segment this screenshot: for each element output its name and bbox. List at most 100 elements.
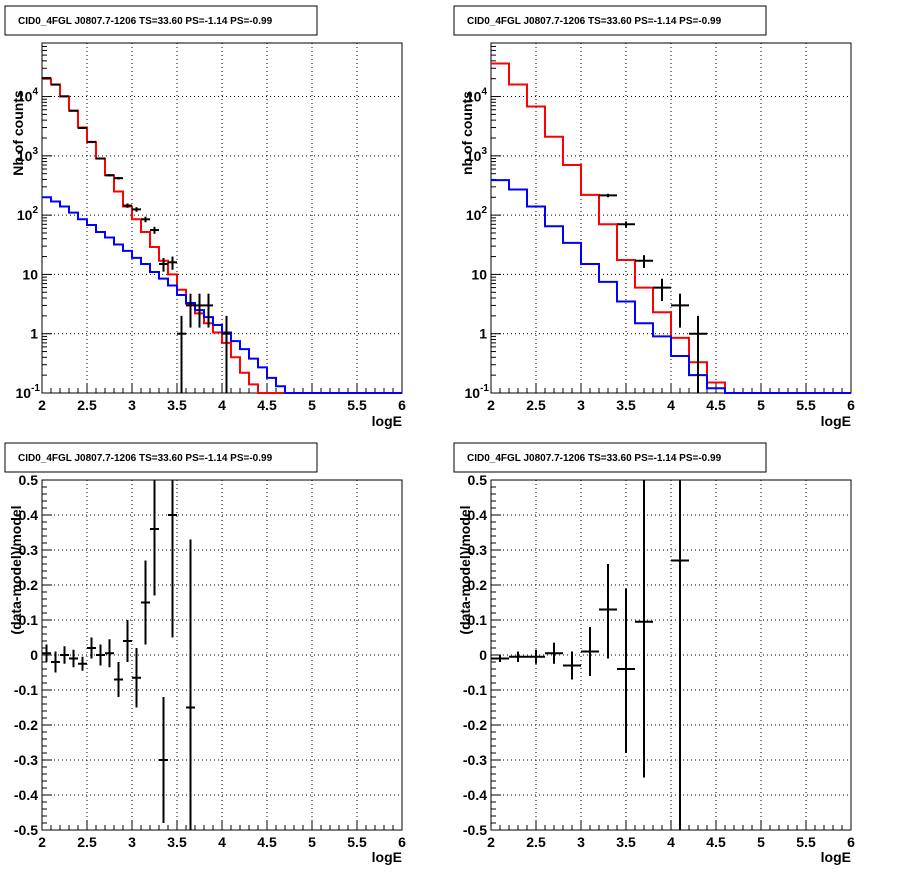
data-point (141, 560, 150, 645)
data-point (69, 649, 78, 668)
x-tick-label: 2 (487, 834, 495, 850)
panel-residuals-right: CID0_4FGL J0807.7-1206 TS=33.60 PS=-1.14… (453, 442, 855, 865)
y-tick-label: 0.2 (19, 577, 39, 593)
data-point (42, 644, 51, 662)
data-point (114, 176, 123, 180)
x-tick-label: 2.5 (77, 834, 97, 850)
data-point (60, 95, 69, 98)
data-point (150, 480, 159, 596)
y-tick-label: 1 (479, 326, 487, 342)
data-point (599, 193, 617, 198)
data-point (132, 207, 141, 212)
panel-counts-left: CID0_4FGL J0807.7-1206 TS=33.60 PS=-1.14… (4, 5, 406, 429)
y-tick-label: 10 (471, 266, 487, 282)
x-tick-label: 3 (577, 397, 585, 413)
data-point (78, 126, 87, 129)
title-box (453, 5, 767, 36)
data-point (491, 655, 509, 662)
x-tick-label: 2 (38, 834, 46, 850)
data-point (87, 637, 96, 659)
chart-title: CID0_4FGL J0807.7-1206 TS=33.60 PS=-1.14… (18, 453, 273, 464)
x-tick-label: 2 (38, 397, 46, 413)
data-point (177, 315, 186, 393)
panel-counts-right: CID0_4FGL J0807.7-1206 TS=33.60 PS=-1.14… (453, 5, 855, 429)
data-point (60, 646, 69, 664)
data-point (69, 109, 78, 112)
y-tick-label: 0.3 (19, 542, 39, 558)
x-tick-labels: 2 2.5 3 3.5 4 4.5 5 5.5 6 (487, 834, 855, 850)
y-tick-labels: -0.5 -0.4 -0.3 -0.2 -0.1 0 0.1 0.2 0.3 0.4 0.5 (14, 472, 38, 838)
data-point (689, 315, 707, 393)
x-tick-label: 2 (487, 397, 495, 413)
data-point (168, 256, 177, 270)
data-point (222, 315, 231, 393)
x-tick-label: 4.5 (706, 834, 726, 850)
x-tick-label: 4.5 (257, 397, 277, 413)
panel-residuals-left: CID0_4FGL J0807.7-1206 TS=33.60 PS=-1.14… (4, 442, 406, 865)
x-tick-label: 3 (128, 397, 136, 413)
data-point (123, 620, 132, 662)
data-point (132, 648, 141, 708)
y-tick-label: -0.1 (463, 682, 487, 698)
title-box (4, 5, 318, 36)
title-box (4, 442, 318, 473)
x-tick-labels: 2 2.5 3 3.5 4 4.5 5 5.5 6 (38, 834, 406, 850)
y-tick-label: -0.2 (463, 717, 487, 733)
y-tick-label: 0.5 (19, 472, 39, 488)
data-point (581, 627, 599, 676)
data-point (545, 642, 563, 664)
series (42, 77, 402, 394)
data-point (599, 564, 617, 659)
data-point (78, 656, 87, 671)
x-tick-label: 3.5 (167, 397, 187, 413)
data-point (141, 216, 150, 223)
data-point (123, 203, 132, 208)
x-tick-label: 4 (218, 834, 226, 850)
x-tick-label: 3 (128, 834, 136, 850)
y-tick-label: 10 (22, 266, 38, 282)
y-tick-label: 0.1 (19, 612, 39, 628)
y-tick-label: 0.4 (19, 507, 39, 523)
y-tick-label: -0.3 (463, 752, 487, 768)
y-tick-label: 10-1 (465, 383, 490, 401)
data-point (105, 639, 114, 668)
x-axis-label: logE (821, 413, 851, 429)
y-tick-labels: 10-1 1 10 102 103 104 (16, 87, 41, 401)
x-tick-label: 4 (667, 397, 675, 413)
x-tick-label: 4 (218, 397, 226, 413)
x-tick-label: 6 (847, 397, 855, 413)
data-point (96, 157, 105, 160)
x-axis-label: logE (372, 849, 402, 865)
y-tick-label: 0.2 (468, 577, 488, 593)
x-tick-label: 4.5 (706, 397, 726, 413)
model-background-histogram (42, 196, 402, 394)
x-tick-label: 3.5 (616, 397, 636, 413)
x-tick-label: 5.5 (347, 397, 367, 413)
y-tick-label: 1 (30, 326, 38, 342)
chart-title: CID0_4FGL J0807.7-1206 TS=33.60 PS=-1.14… (467, 453, 722, 464)
y-axis-label: Nb of counts (10, 90, 26, 176)
chart-title: CID0_4FGL J0807.7-1206 TS=33.60 PS=-1.14… (18, 16, 273, 27)
x-tick-labels: 2 2.5 3 3.5 4 4.5 5 5.5 6 (38, 397, 406, 413)
data-point (635, 480, 653, 778)
y-tick-label: -0.4 (14, 787, 38, 803)
data-point (186, 293, 195, 328)
y-tick-label: 104 (17, 87, 39, 105)
x-tick-label: 4.5 (257, 834, 277, 850)
y-tick-label: -0.5 (463, 822, 487, 838)
data-point (563, 651, 581, 680)
data-point (96, 644, 105, 666)
data-point (51, 651, 60, 673)
data-point (150, 226, 159, 234)
x-tick-label: 5 (757, 834, 765, 850)
x-tick-label: 5.5 (796, 397, 816, 413)
y-tick-label: 0.3 (468, 542, 488, 558)
x-tick-label: 5 (308, 834, 316, 850)
data-point (186, 539, 195, 830)
data-point (653, 278, 671, 302)
y-tick-label: 0 (30, 647, 38, 663)
y-tick-label: 0 (479, 647, 487, 663)
y-tick-labels: 10-1 1 10 102 103 104 (465, 87, 490, 401)
x-tick-label: 3.5 (167, 834, 187, 850)
